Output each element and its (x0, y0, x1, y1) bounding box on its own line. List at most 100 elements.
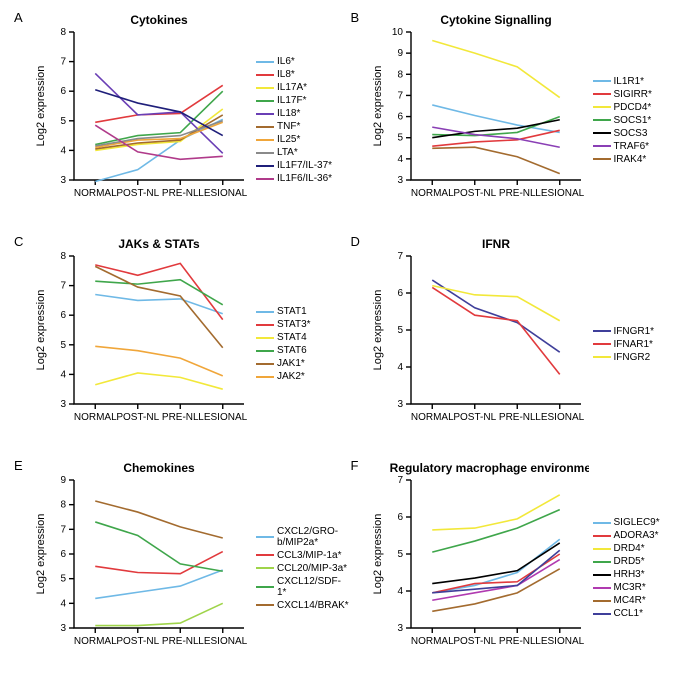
legend-label: CCL20/MIP-3a* (277, 563, 347, 574)
legend-item: IL1F7/IL-37* (256, 160, 343, 171)
x-tick-label: PRE-NL (498, 636, 535, 647)
legend-item: IL25* (256, 134, 343, 145)
legend-label: STAT6 (277, 345, 307, 356)
y-tick-label: 4 (60, 598, 66, 609)
legend-item: ADORA3* (593, 530, 680, 541)
y-tick-label: 3 (60, 623, 66, 634)
legend-swatch (256, 376, 274, 378)
legend-label: IL17F* (277, 95, 306, 106)
chart-svg: JAKs & STATsLog2 expression345678NORMALP… (32, 234, 252, 434)
y-tick-label: 3 (60, 175, 66, 186)
y-tick-label: 7 (60, 57, 66, 68)
legend-label: CCL3/MIP-1a* (277, 550, 341, 561)
legend-label: PDCD4* (614, 102, 652, 113)
legend-label: IFNAR1* (614, 339, 653, 350)
y-tick-label: 9 (60, 475, 66, 486)
y-tick-label: 4 (397, 586, 403, 597)
legend: STAT1STAT3*STAT4STAT6JAK1*JAK2* (252, 234, 343, 454)
x-tick-label: POST-NL (453, 188, 496, 199)
legend-swatch (593, 93, 611, 95)
legend-swatch (593, 145, 611, 147)
legend-item: STAT6 (256, 345, 343, 356)
legend-item: SIGIRR* (593, 89, 680, 100)
legend-item: IRAK4* (593, 154, 680, 165)
legend-item: IFNGR1* (593, 326, 680, 337)
x-tick-label: POST-NL (116, 636, 159, 647)
legend-swatch (256, 337, 274, 339)
y-tick-label: 3 (397, 399, 403, 410)
y-tick-label: 6 (60, 549, 66, 560)
y-tick-label: 8 (397, 69, 403, 80)
legend-swatch (256, 567, 274, 569)
legend-swatch (256, 604, 274, 606)
legend-swatch (256, 100, 274, 102)
legend-label: STAT1 (277, 306, 307, 317)
y-tick-label: 7 (397, 251, 403, 262)
y-axis-label: Log2 expression (372, 514, 384, 595)
legend-swatch (256, 74, 274, 76)
panel-e: EChemokinesLog2 expression3456789NORMALP… (10, 458, 343, 678)
legend-label: SIGIRR* (614, 89, 652, 100)
y-axis-label: Log2 expression (372, 66, 384, 147)
y-tick-label: 7 (60, 524, 66, 535)
y-tick-label: 9 (397, 48, 403, 59)
y-tick-label: 3 (60, 399, 66, 410)
x-tick-label: NORMAL (74, 188, 117, 199)
series-line (95, 603, 223, 625)
series-line (95, 522, 223, 571)
legend-item: IFNAR1* (593, 339, 680, 350)
legend: IFNGR1*IFNAR1*IFNGR2 (589, 234, 680, 454)
x-tick-label: NORMAL (410, 412, 453, 423)
chart-svg: ChemokinesLog2 expression3456789NORMALPO… (32, 458, 252, 658)
series-line (95, 552, 223, 574)
legend-swatch (256, 586, 274, 588)
legend: IL1R1*SIGIRR*PDCD4*SOCS1*SOCS3TRAF6*IRAK… (589, 10, 680, 230)
legend-swatch (593, 613, 611, 615)
y-tick-label: 6 (60, 310, 66, 321)
legend-item: CXCL2/GRO-b/MIP2a* (256, 526, 349, 548)
legend: IL6*IL8*IL17A*IL17F*IL18*TNF*IL25*LTA*IL… (252, 10, 343, 230)
legend-label: TNF* (277, 121, 300, 132)
chart-svg: Cytokine SignallingLog2 expression345678… (369, 10, 589, 210)
panel-d: DIFNRLog2 expression34567NORMALPOST-NLPR… (347, 234, 680, 454)
y-axis-label: Log2 expression (35, 290, 47, 371)
legend-label: IL1R1* (614, 76, 645, 87)
legend-item: IL6* (256, 56, 343, 67)
legend-item: IL1F6/IL-36* (256, 173, 343, 184)
legend-swatch (256, 152, 274, 154)
chart-title: Chemokines (123, 461, 195, 475)
legend-swatch (256, 324, 274, 326)
legend-item: IL18* (256, 108, 343, 119)
legend-label: SOCS3 (614, 128, 648, 139)
legend-item: CCL20/MIP-3a* (256, 563, 349, 574)
y-tick-label: 7 (397, 475, 403, 486)
legend-item: TRAF6* (593, 141, 680, 152)
panel-c: CJAKs & STATsLog2 expression345678NORMAL… (10, 234, 343, 454)
y-tick-label: 6 (397, 112, 403, 123)
legend-label: CCL1* (614, 608, 643, 619)
legend-swatch (256, 113, 274, 115)
legend-item: CXCL12/SDF-1* (256, 576, 349, 598)
series-line (95, 119, 223, 181)
legend-item: JAK1* (256, 358, 343, 369)
series-line (432, 105, 560, 132)
series-line (95, 85, 223, 122)
series-line (432, 280, 560, 352)
series-line (95, 346, 223, 376)
y-tick-label: 6 (397, 512, 403, 523)
series-line (432, 543, 560, 584)
chart-title: IFNR (482, 237, 510, 251)
panel-letter: A (14, 10, 23, 25)
y-tick-label: 10 (391, 27, 403, 38)
chart-title: JAKs & STATs (118, 237, 200, 251)
legend-item: IL17F* (256, 95, 343, 106)
panel-f: FRegulatory macrophage environmentLog2 e… (347, 458, 680, 678)
legend-label: IL17A* (277, 82, 307, 93)
chart-wrap: ChemokinesLog2 expression3456789NORMALPO… (32, 458, 343, 678)
series-line (432, 117, 560, 136)
legend-item: MC4R* (593, 595, 680, 606)
legend-swatch (593, 548, 611, 550)
chart-title: Cytokines (130, 13, 188, 27)
y-tick-label: 5 (60, 574, 66, 585)
legend: CXCL2/GRO-b/MIP2a* CCL3/MIP-1a* CCL20/MIP-… (252, 458, 349, 678)
